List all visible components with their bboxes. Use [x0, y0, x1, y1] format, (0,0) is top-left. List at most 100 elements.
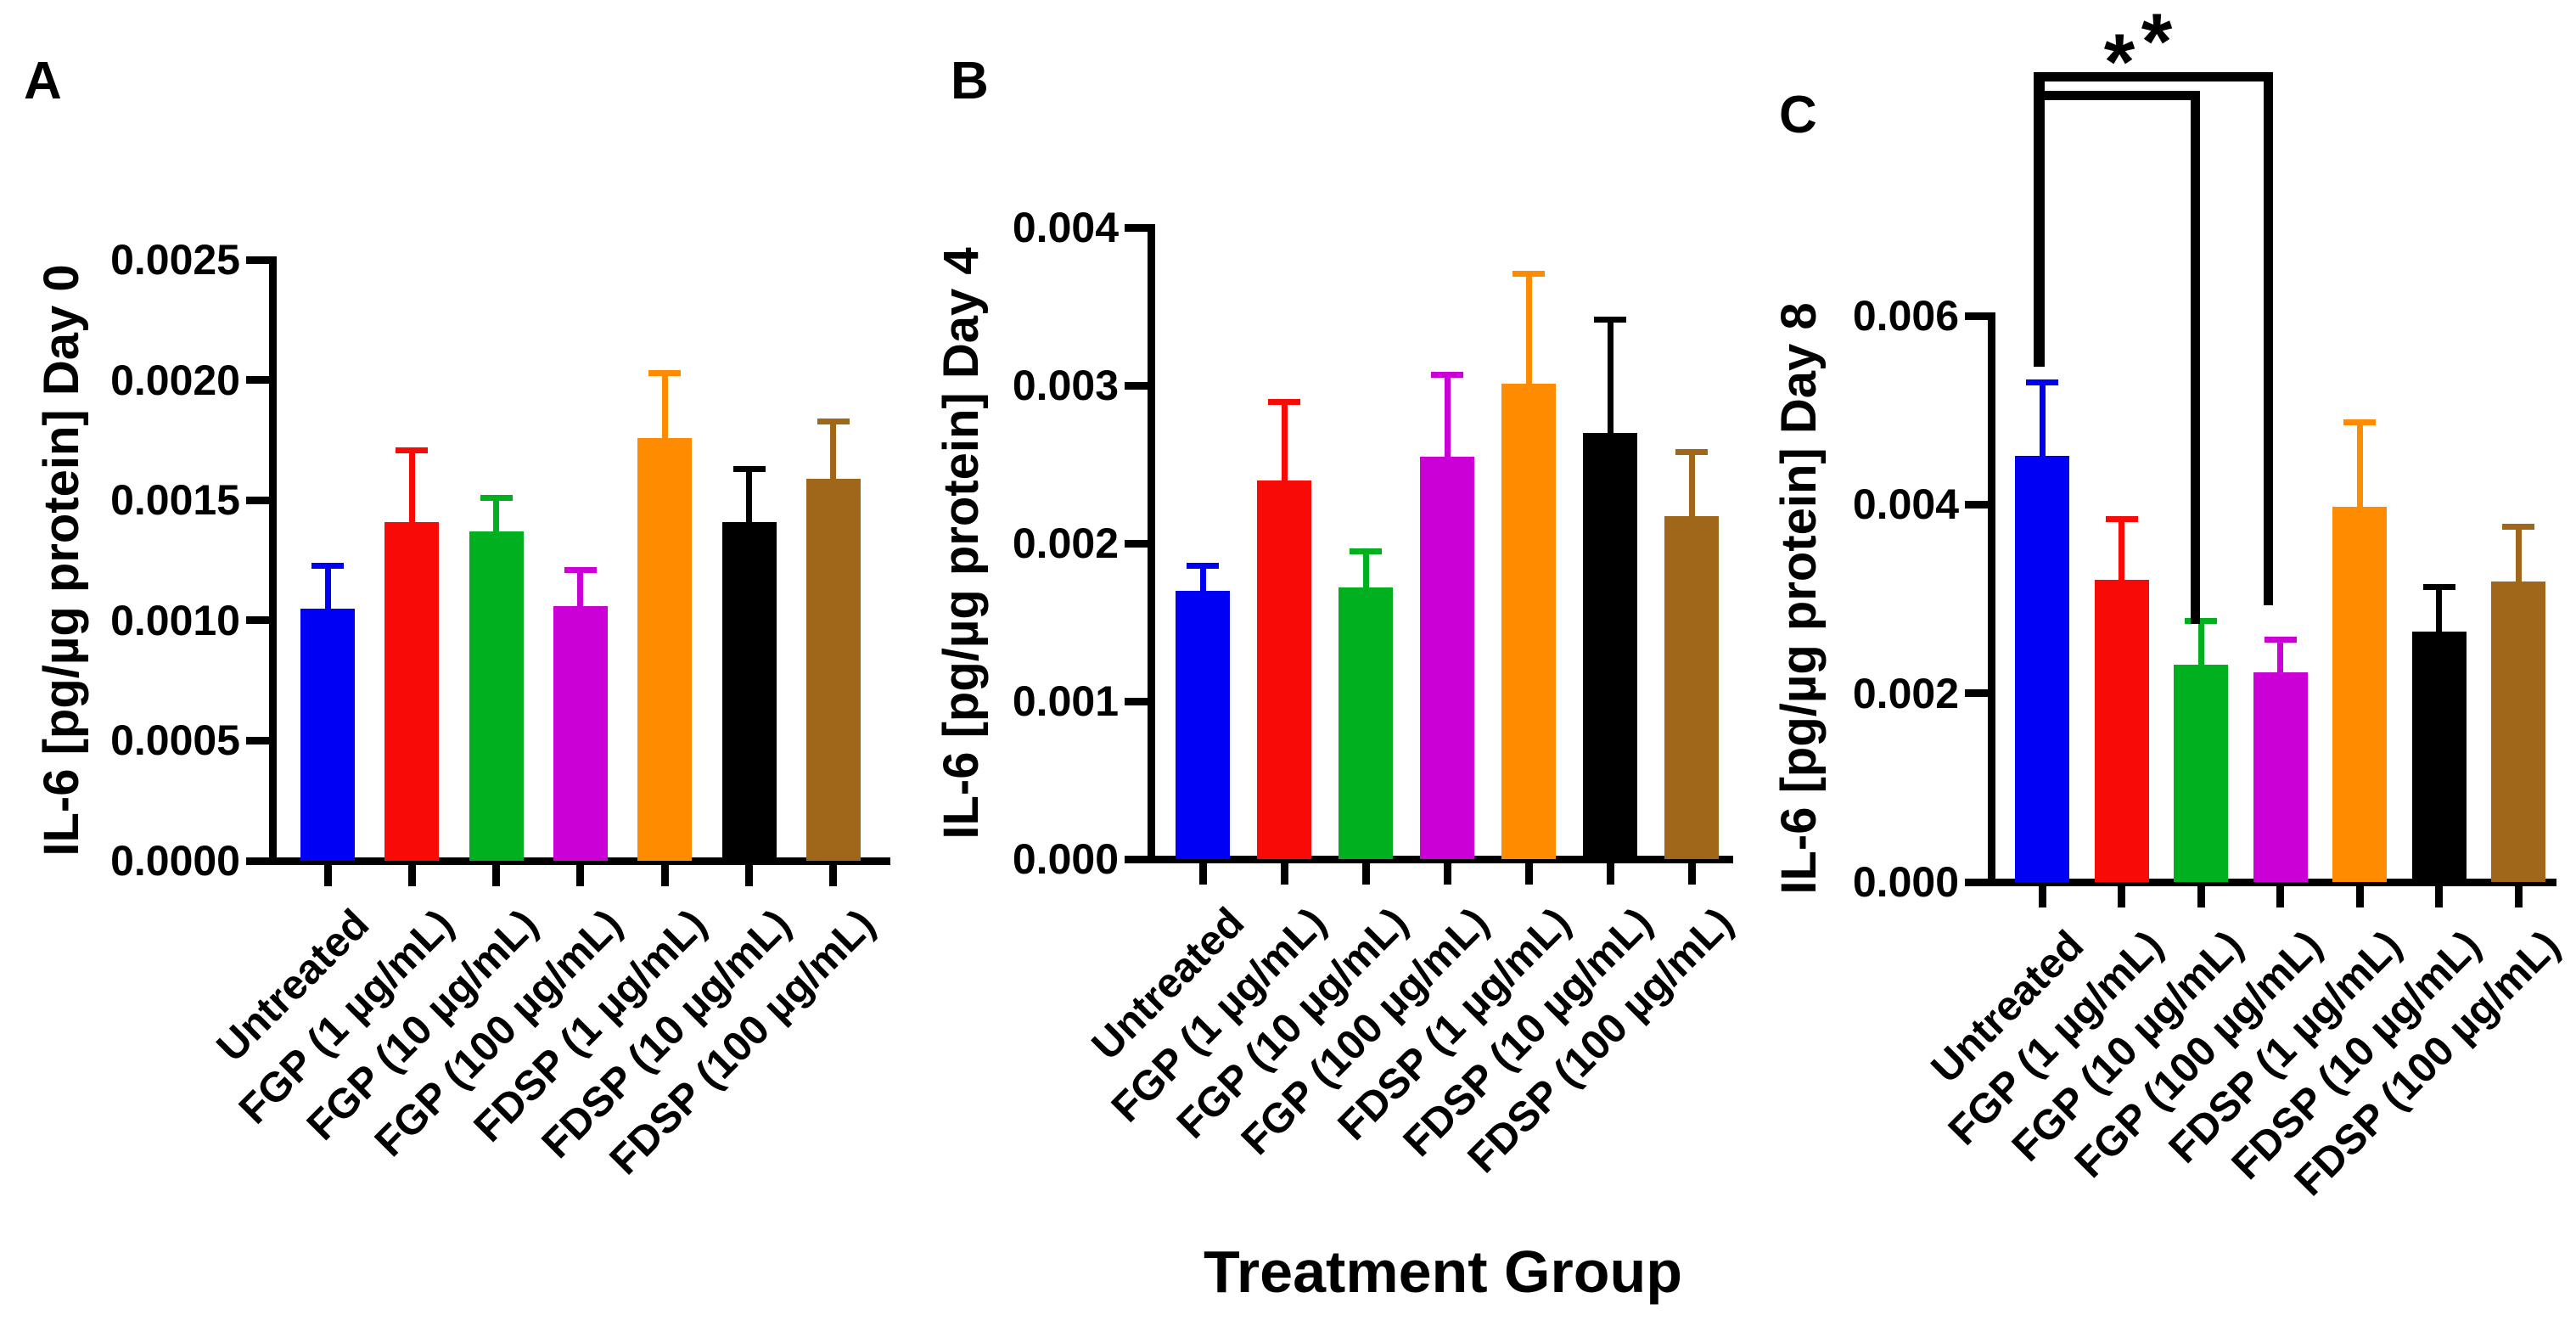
y-tick-label: 0.006 — [1852, 292, 1959, 340]
x-tick — [2514, 885, 2523, 907]
x-tick — [2197, 885, 2205, 907]
x-tick — [2118, 885, 2125, 907]
y-tick — [246, 376, 269, 385]
panel-a-label: A — [24, 52, 62, 110]
bar — [2015, 455, 2069, 882]
error-bar-line — [1444, 374, 1451, 474]
y-tick-label: 0.000 — [1012, 835, 1119, 883]
x-tick — [745, 864, 753, 886]
y-axis-line — [1148, 223, 1155, 863]
bar — [2411, 632, 2467, 882]
y-tick — [1965, 500, 1988, 508]
significance-asterisk: * — [2141, 0, 2173, 86]
error-bar-line — [2039, 381, 2046, 473]
significance-asterisk: * — [2103, 17, 2135, 106]
error-bar-line — [1199, 565, 1206, 608]
error-bar-cap — [1350, 548, 1382, 555]
panel-b-label: B — [951, 52, 989, 110]
bar — [2174, 665, 2228, 882]
y-tick-label: 0.004 — [1852, 480, 1959, 529]
y-tick — [246, 256, 269, 264]
error-bar-cap — [648, 370, 682, 377]
x-tick — [1687, 862, 1696, 885]
bar — [2332, 506, 2387, 882]
error-bar-cap — [1675, 449, 1708, 456]
error-bar-cap — [2264, 637, 2297, 643]
error-bar-line — [1362, 551, 1369, 605]
y-axis-line — [269, 256, 277, 865]
y-tick — [246, 496, 269, 504]
error-bar-cap — [2502, 523, 2534, 530]
bar — [1664, 516, 1719, 859]
error-bar-cap — [1268, 398, 1300, 405]
x-tick — [1198, 862, 1207, 885]
x-tick — [2435, 885, 2443, 907]
x-tick — [1280, 862, 1288, 885]
x-tick — [2038, 885, 2046, 907]
y-axis-title-day0: IL-6 [pg/µg protein] Day 0 — [34, 264, 89, 857]
y-axis-line — [1988, 312, 1995, 886]
error-bar-line — [2277, 639, 2283, 690]
x-axis-line — [1148, 855, 1733, 863]
sig-bracket-outer-hline — [2034, 72, 2273, 81]
error-bar-cap — [396, 447, 429, 453]
x-tick — [1606, 862, 1614, 885]
bar — [721, 521, 777, 861]
error-bar-line — [493, 497, 500, 548]
y-tick — [246, 736, 269, 744]
error-bar-cap — [480, 495, 513, 502]
x-tick — [2276, 885, 2284, 907]
error-bar-cap — [732, 466, 766, 473]
y-axis-title-day4: IL-6 [pg/µg protein] Day 4 — [934, 247, 989, 840]
bar — [469, 531, 524, 861]
y-tick — [1125, 539, 1148, 548]
y-tick-label: 0.0010 — [110, 596, 240, 644]
error-bar-cap — [1594, 316, 1626, 323]
y-tick — [246, 616, 269, 625]
bar — [1176, 590, 1230, 859]
error-bar-line — [2119, 519, 2124, 598]
x-tick — [1524, 862, 1533, 885]
y-tick-label: 0.0000 — [110, 837, 240, 885]
error-bar-line — [2356, 421, 2363, 524]
bar — [2253, 672, 2308, 882]
sig-bracket-inner-vline — [2191, 91, 2200, 624]
error-bar-line — [2515, 525, 2522, 599]
x-axis-title: Treatment Group — [1204, 1239, 1682, 1305]
error-bar-cap — [1431, 371, 1463, 378]
sig-bracket-left-vline — [2034, 72, 2045, 367]
y-axis-title-day8: IL-6 [pg/µg protein] Day 8 — [1771, 302, 1827, 895]
bar — [637, 437, 693, 861]
error-bar-line — [2197, 621, 2204, 683]
x-tick — [492, 864, 501, 886]
bar — [1420, 456, 1474, 859]
error-bar-cap — [1187, 563, 1219, 570]
error-bar-cap — [564, 567, 597, 574]
x-axis-line — [269, 857, 890, 865]
error-bar-line — [661, 373, 668, 455]
x-axis-line — [1988, 878, 2556, 886]
x-tick — [1443, 862, 1451, 885]
bar — [1583, 432, 1637, 859]
bar — [2491, 582, 2545, 882]
y-tick-label: 0.004 — [1012, 204, 1119, 251]
panel-c-label: C — [1779, 86, 1817, 144]
y-tick-label: 0.003 — [1012, 362, 1119, 409]
x-tick — [576, 864, 585, 886]
bar — [300, 608, 355, 861]
x-tick — [407, 864, 416, 886]
error-bar-cap — [2422, 584, 2455, 591]
y-tick — [1965, 689, 1988, 698]
error-bar-line — [577, 570, 584, 623]
bar — [1257, 480, 1311, 859]
y-tick — [1125, 223, 1148, 232]
error-bar-line — [408, 449, 415, 539]
y-tick-label: 0.002 — [1012, 520, 1119, 567]
error-bar-line — [1525, 273, 1532, 402]
error-bar-cap — [2343, 419, 2376, 425]
error-bar-cap — [2105, 516, 2138, 522]
error-bar-line — [830, 420, 837, 496]
y-tick — [1125, 697, 1148, 705]
error-bar-line — [324, 565, 331, 626]
